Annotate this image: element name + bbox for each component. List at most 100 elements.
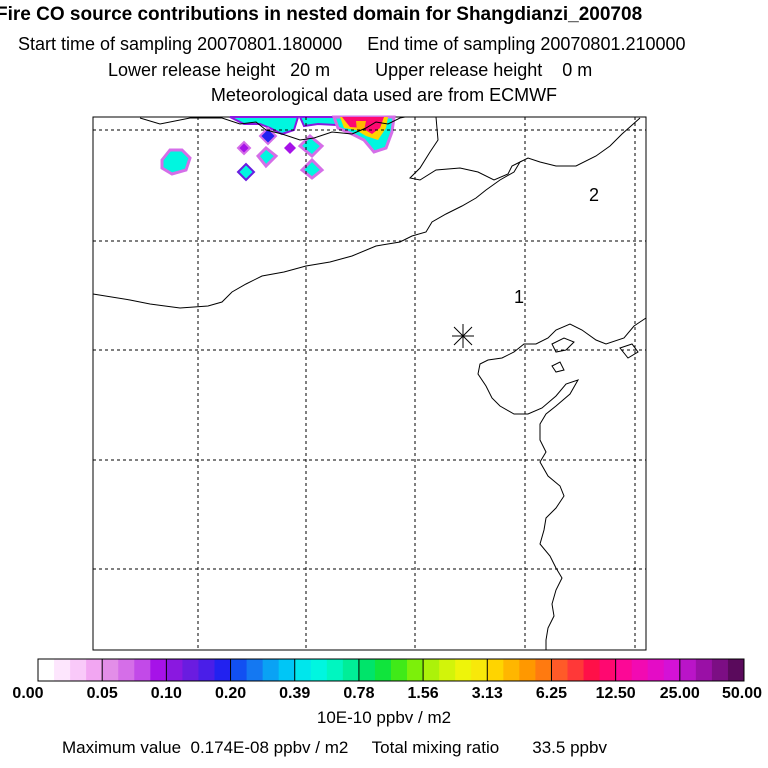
max-value-label: Maximum value	[62, 738, 182, 757]
colorbar-tick-label: 0.00	[12, 685, 43, 702]
colorbar-cell	[358, 659, 376, 681]
total-mixing-label: Total mixing ratio	[371, 738, 500, 757]
colorbar-cell	[615, 659, 633, 681]
colorbar-cell	[695, 659, 713, 681]
sampling-times: Start time of sampling 20070801.180000 E…	[18, 34, 768, 55]
plume-patch	[299, 157, 325, 180]
end-time-value: 20070801.210000	[540, 34, 686, 54]
release-heights: Lower release height 20 m Upper release …	[108, 60, 768, 81]
border-line	[519, 117, 641, 167]
colorbar-tick-label: 0.10	[151, 685, 182, 702]
plume-patch	[298, 116, 340, 128]
colorbar-cell	[166, 659, 183, 681]
chart-title: Fire CO source contributions in nested d…	[0, 4, 643, 25]
colorbar-cell	[310, 659, 328, 681]
coastlines	[92, 116, 647, 650]
colorbar-cell	[374, 659, 392, 681]
colorbar-cell	[599, 659, 617, 681]
colorbar-tick-labels: 0.00 0.05 0.10 0.20 0.39 0.78 1.56 3.13 6.25 12.5…	[12, 685, 762, 702]
colorbar-cell	[471, 659, 488, 681]
end-time-label: End time of sampling	[367, 34, 536, 54]
colorbar-cell	[679, 659, 697, 681]
colorbar-cell	[567, 659, 584, 681]
colorbar-cell	[70, 659, 87, 681]
map-label: 2	[589, 185, 599, 205]
colorbar-cell	[535, 659, 552, 681]
total-mixing-value: 33.5 ppbv	[532, 738, 607, 757]
colorbar-tick-label: 0.78	[343, 685, 374, 702]
colorbar-cell	[519, 659, 536, 681]
plume-patch	[236, 162, 256, 182]
colorbar-cell	[342, 659, 360, 681]
map-frame	[92, 116, 647, 651]
colorbar-cell	[423, 659, 440, 681]
colorbar-cell	[663, 659, 681, 681]
colorbar-cell	[262, 659, 280, 681]
map-label: 1	[514, 287, 524, 307]
map-grid	[93, 117, 646, 650]
max-value: 0.174E-08 ppbv / m2	[190, 738, 349, 757]
island	[551, 337, 575, 353]
colorbar-tick-label: 25.00	[660, 685, 700, 702]
receptor-marker	[452, 324, 474, 348]
upper-release-value: 0 m	[562, 60, 593, 80]
island	[551, 361, 565, 373]
plume-patch	[356, 121, 366, 131]
coastline	[477, 317, 647, 650]
colorbar-cell	[455, 659, 472, 681]
plume-layer	[160, 115, 396, 182]
coastline	[92, 116, 522, 309]
colorbar-cell	[86, 659, 103, 681]
start-time-label: Start time of sampling	[18, 34, 193, 54]
colorbar-cell	[294, 659, 312, 681]
colorbar-cell	[631, 659, 649, 681]
colorbar-cell	[727, 659, 745, 681]
colorbar-cell	[278, 659, 296, 681]
colorbar-cell	[214, 659, 231, 681]
colorbar-cell	[326, 659, 344, 681]
colorbar-cell	[54, 659, 71, 681]
colorbar-cell	[118, 659, 135, 681]
colorbar-cell	[134, 659, 151, 681]
island	[619, 343, 639, 359]
colorbar-cell	[503, 659, 520, 681]
summary-footer: Maximum value 0.174E-08 ppbv / m2 Total …	[62, 738, 607, 758]
colorbar-tick-label: 12.50	[596, 685, 636, 702]
plume-patch	[160, 148, 192, 176]
plume-patch	[236, 140, 252, 156]
colorbar-tick-label: 0.20	[215, 685, 246, 702]
lower-release-value: 20 m	[290, 60, 331, 80]
upper-release-label: Upper release height	[375, 60, 543, 80]
colorbar-unit-label: 10E-10 ppbv / m2	[317, 708, 451, 727]
colorbar-cell	[102, 659, 119, 681]
colorbar-border	[37, 658, 745, 682]
colorbar-cell	[230, 659, 247, 681]
lower-release-label: Lower release height	[108, 60, 276, 80]
meteorology-note: Meteorological data used are from ECMWF	[210, 85, 558, 105]
colorbar-tick-label: 1.56	[408, 685, 439, 702]
colorbar-tick-label: 50.00	[722, 685, 762, 702]
colorbar-cell	[391, 659, 408, 681]
start-time-value: 20070801.180000	[197, 34, 343, 54]
colorbar-cell	[198, 659, 215, 681]
plume-patch	[255, 145, 279, 169]
colorbar-cell	[407, 659, 424, 681]
colorbar-cell	[38, 659, 55, 681]
coastline	[139, 116, 406, 141]
colorbar-cell	[583, 659, 600, 681]
colorbar-cell	[150, 659, 167, 681]
colorbar-cell	[487, 659, 504, 681]
plume-north-coast	[160, 115, 396, 182]
colorbar-cell	[246, 659, 264, 681]
colorbar-tick-label: 6.25	[536, 685, 567, 702]
colorbar-cell	[182, 659, 199, 681]
colorbar-tick-label: 0.05	[87, 685, 118, 702]
colorbar	[37, 658, 745, 682]
colorbar-tick-label: 3.13	[472, 685, 503, 702]
colorbar-cell	[439, 659, 456, 681]
colorbar-cell	[551, 659, 568, 681]
colorbar-cell	[647, 659, 665, 681]
plume-patch	[284, 142, 296, 154]
colorbar-cell	[711, 659, 729, 681]
